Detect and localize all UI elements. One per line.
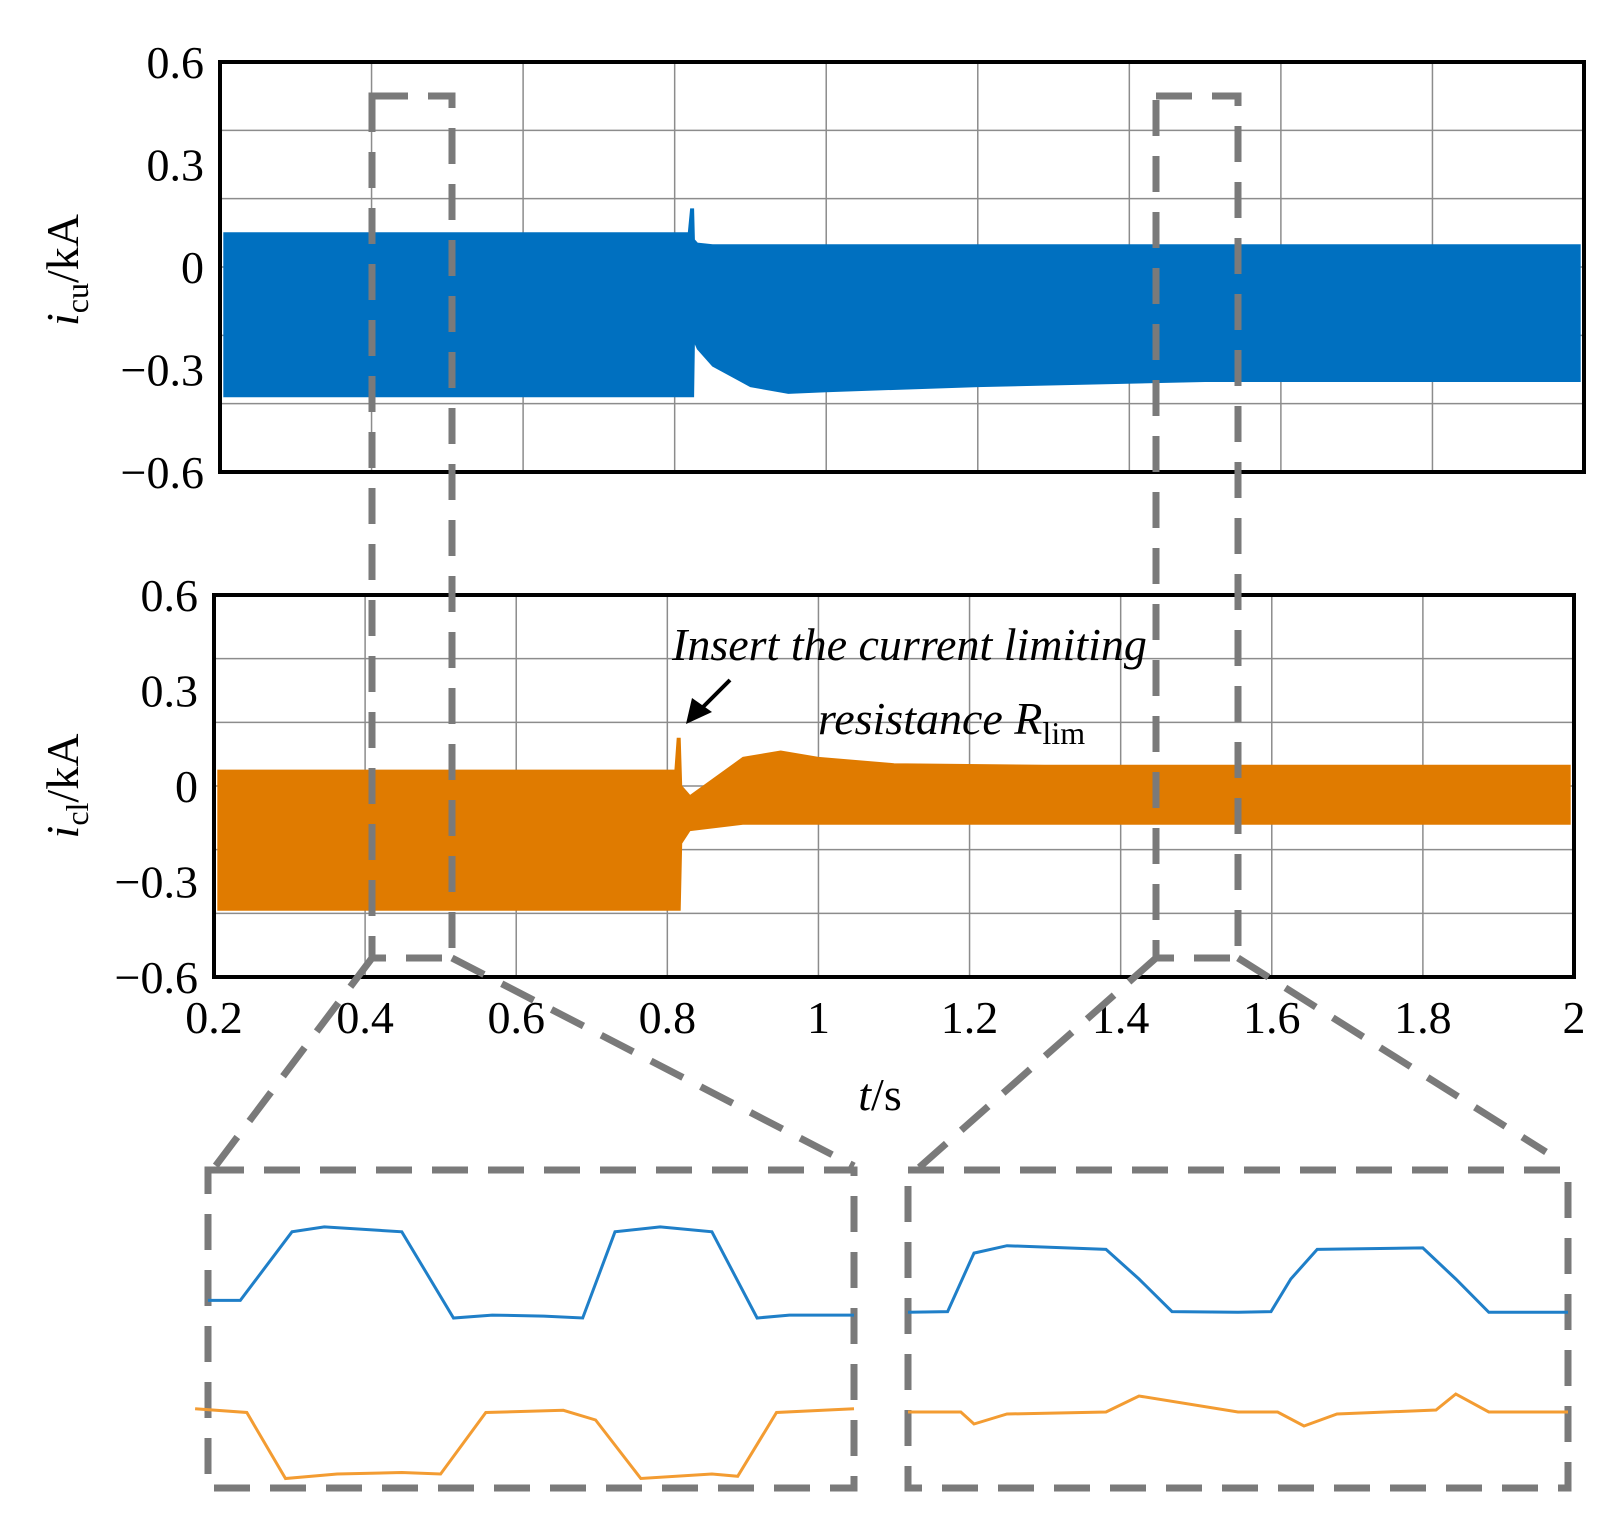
zoom-source-box-right	[1152, 92, 1242, 962]
bottom-ylabel-sub: cl	[59, 802, 95, 825]
top-ytick-label: 0	[181, 242, 204, 293]
annotation-arrow-shaft	[698, 678, 732, 712]
xtick-label: 1.2	[941, 992, 999, 1043]
top-ylabel-unit: /kA	[37, 214, 88, 283]
top-panel: 0.6 0.3 0 −0.3 −0.6 icu/kA	[37, 37, 1586, 498]
zoom-connector-left-1	[205, 955, 375, 1179]
xtick-label: 0.8	[639, 992, 697, 1043]
bottom-ytick-label: 0	[175, 761, 198, 812]
top-plot-frame	[218, 60, 1586, 474]
top-ylabel-sub: cu	[59, 283, 95, 313]
bottom-series-icl	[217, 737, 1571, 911]
zoom-source-box-left	[368, 92, 456, 962]
xtick-label: 1	[807, 992, 830, 1043]
top-y-tick-labels: 0.6 0.3 0 −0.3 −0.6	[121, 37, 204, 498]
top-ytick-label: −0.3	[121, 345, 204, 396]
xtick-label: 1.4	[1092, 992, 1150, 1043]
bottom-y-axis-label: icl/kA	[37, 734, 95, 839]
annotation-line2: resistance Rlim	[818, 693, 1085, 751]
zoom-connector-left-2	[450, 954, 856, 1170]
zoom-connector-right-2	[1236, 955, 1548, 1155]
xtick-label: 2	[1563, 992, 1586, 1043]
svg-text:icu/kA: icu/kA	[37, 214, 95, 326]
zoom-right-panel	[907, 1244, 1568, 1428]
x-axis-label: t/s	[858, 1069, 901, 1120]
annotation-line2-main: resistance R	[818, 693, 1042, 744]
top-ytick-label: −0.6	[121, 447, 204, 498]
top-ylabel-var: i	[37, 313, 88, 326]
bottom-panel: 0.6 0.3 0 −0.3 −0.6 0.2 0.4 0.6 0.8 1 1.2 1.4 1.6 1.…	[37, 570, 1586, 1120]
xtick-label: 1.8	[1394, 992, 1452, 1043]
zoom-left-icl-line	[194, 1407, 855, 1481]
top-ytick-label: 0.6	[147, 37, 205, 88]
xtick-label: 0.2	[185, 992, 243, 1043]
top-series-icu	[223, 208, 1581, 398]
xlabel-unit: /s	[871, 1069, 902, 1120]
xtick-label: 1.6	[1243, 992, 1301, 1043]
zoom-connector-right-1	[911, 955, 1159, 1175]
bottom-ytick-label: −0.6	[115, 952, 198, 1003]
zoom-box-left	[204, 1166, 858, 1492]
zoom-left-panel	[194, 1225, 855, 1481]
zoom-right-icu-line	[907, 1244, 1568, 1314]
annotation-line1: Insert the current limiting	[671, 619, 1147, 670]
zoom-left-icu-line	[208, 1225, 854, 1320]
bottom-x-tick-labels: 0.2 0.4 0.6 0.8 1 1.2 1.4 1.6 1.8 2	[185, 992, 1585, 1043]
svg-text:icl/kA: icl/kA	[37, 734, 95, 839]
bottom-y-tick-labels: 0.6 0.3 0 −0.3 −0.6	[115, 570, 198, 1003]
bottom-ytick-label: −0.3	[115, 857, 198, 908]
xtick-label: 0.4	[336, 992, 394, 1043]
top-y-axis-label: icu/kA	[37, 214, 95, 326]
zoom-box-right	[904, 1166, 1572, 1492]
annotation-arrowhead	[686, 698, 712, 724]
bottom-ylabel-unit: /kA	[37, 734, 88, 803]
xlabel-var: t	[858, 1069, 872, 1120]
zoom-right-icl-line	[908, 1392, 1568, 1428]
zoom-overlays	[204, 92, 1572, 1492]
bottom-ytick-label: 0.3	[141, 666, 199, 717]
annotation: Insert the current limiting resistance R…	[671, 619, 1147, 751]
bottom-ytick-label: 0.6	[141, 570, 199, 621]
bottom-ylabel-var: i	[37, 826, 88, 839]
annotation-line2-sub: lim	[1042, 715, 1085, 751]
xtick-label: 0.6	[487, 992, 545, 1043]
top-ytick-label: 0.3	[147, 140, 205, 191]
bottom-plot-frame	[212, 593, 1576, 979]
